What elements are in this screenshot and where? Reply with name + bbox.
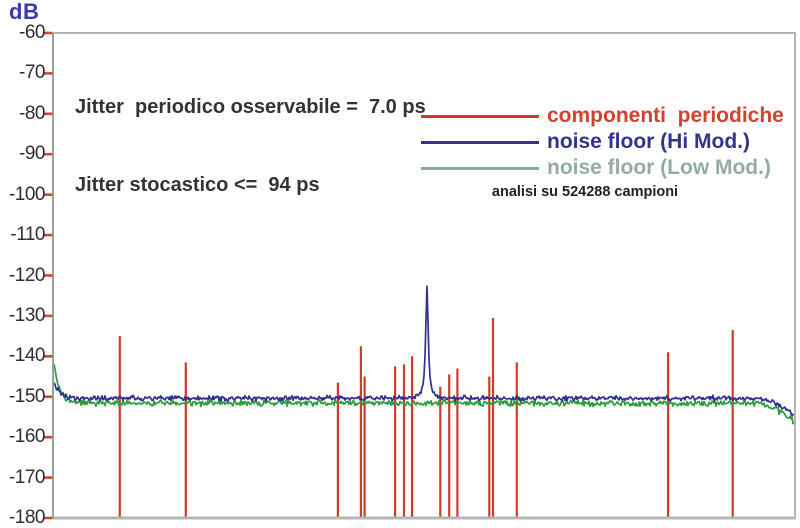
legend-item-hi-mod: noise floor (Hi Mod.)	[421, 129, 784, 155]
legend-line-periodic-swatch	[421, 114, 539, 118]
y-tick-mark	[44, 72, 53, 75]
y-tick-label: -170	[8, 466, 46, 488]
y-tick-mark	[44, 112, 53, 116]
y-tick-label: -140	[8, 345, 46, 367]
y-tick-mark	[44, 152, 53, 156]
y-tick-label: -60	[19, 22, 45, 43]
y-tick-label: -110	[10, 224, 45, 246]
y-tick-label: -180	[8, 507, 46, 528]
analysis-sample-note: analisi su 524288 campioni	[491, 184, 679, 200]
legend-line-hi-mod-swatch	[421, 140, 539, 144]
legend-line-low-mod-swatch	[421, 166, 539, 170]
noise-floor-line	[53, 285, 795, 417]
y-tick-label: -100	[8, 183, 46, 205]
y-tick-label: -130	[8, 304, 46, 326]
y-tick-mark	[44, 516, 53, 520]
legend-label-low-mod: noise floor (Low Mod.)	[547, 156, 771, 179]
y-tick-mark	[44, 193, 53, 196]
y-tick-mark	[44, 314, 53, 318]
legend-label-periodic: componenti periodiche	[547, 104, 784, 127]
legend-item-low-mod: noise floor (Low Mod.)	[421, 155, 784, 181]
noise-floor-line	[53, 363, 795, 425]
legend: componenti periodiche noise floor (Hi Mo…	[421, 103, 784, 181]
y-axis-unit-label: dB	[9, 0, 40, 24]
y-tick-mark	[44, 395, 53, 398]
y-tick-label: -150	[8, 385, 46, 407]
y-tick-mark	[44, 233, 53, 237]
y-tick-mark	[44, 31, 53, 35]
jitter-stochastic-text: Jitter stocastico <= 94 ps	[75, 174, 320, 196]
jitter-periodic-text: Jitter periodico osservabile = 7.0 ps	[75, 96, 426, 118]
y-tick-mark	[44, 435, 53, 439]
y-tick-mark	[44, 274, 53, 277]
y-tick-mark	[44, 355, 53, 358]
y-tick-label: -90	[19, 143, 45, 165]
y-tick-label: -80	[19, 102, 45, 124]
y-tick-mark	[44, 476, 53, 479]
legend-label-hi-mod: noise floor (Hi Mod.)	[547, 130, 750, 153]
y-tick-label: -160	[8, 426, 46, 448]
y-tick-label: -70	[19, 62, 45, 84]
jitter-annotation: Jitter periodico osservabile = 7.0 ps Ji…	[75, 42, 426, 250]
y-tick-label: -120	[8, 264, 46, 286]
legend-item-periodic: componenti periodiche	[421, 103, 784, 129]
